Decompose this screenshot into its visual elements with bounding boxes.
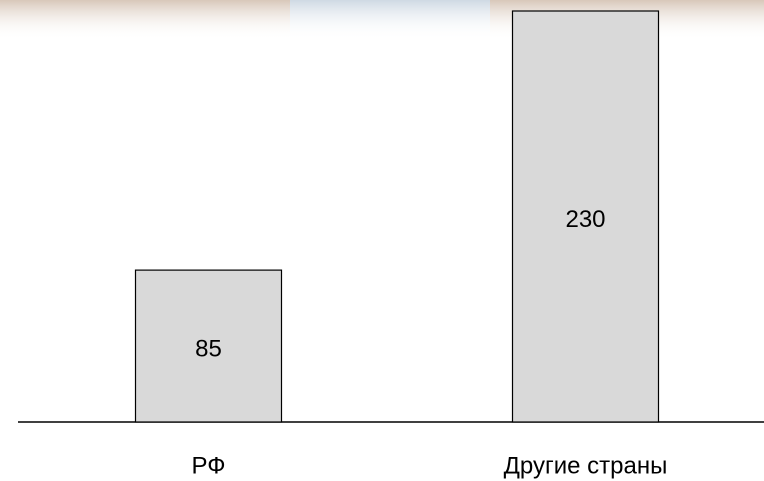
value-label: 230 [565, 206, 605, 233]
bar [134, 269, 283, 423]
header-image [0, 0, 290, 40]
bar [511, 10, 660, 423]
header-image [290, 0, 490, 40]
x-tick-label: Другие страны [504, 452, 668, 479]
x-tick-label: РФ [192, 452, 226, 479]
value-label: 85 [195, 335, 222, 362]
